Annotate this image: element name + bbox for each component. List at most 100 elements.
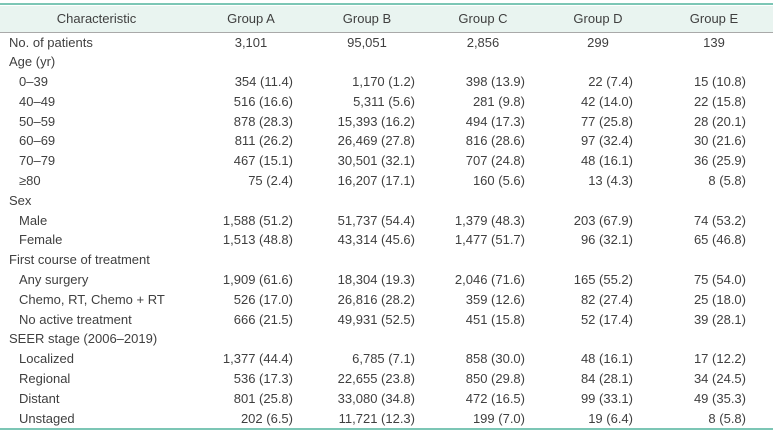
- cell-value-text: 22 (15.8): [693, 93, 746, 109]
- cell-value: [425, 190, 541, 210]
- cell-value: 1,588 (51.2): [193, 210, 309, 230]
- cell-value-text: 52 (17.4): [580, 311, 633, 327]
- cell-value: [193, 190, 309, 210]
- cell-value-text: 48 (16.1): [580, 153, 633, 169]
- cell-value: 299: [587, 34, 609, 50]
- cell-value-text: 526 (17.0): [233, 291, 293, 307]
- cell-value-text: 26,816 (28.2): [337, 291, 415, 307]
- cell-value: 28 (20.1): [655, 111, 773, 131]
- cell-value: 202 (6.5): [193, 408, 309, 428]
- cell-value: 51,737 (54.4): [309, 210, 425, 230]
- cell-value: 1,377 (44.4): [193, 349, 309, 369]
- cell-value: [541, 52, 655, 72]
- cell-value-text: 536 (17.3): [233, 370, 293, 386]
- cell-value: 30,501 (32.1): [309, 151, 425, 171]
- cell-value: [655, 52, 773, 72]
- cell-value: 3,101: [234, 34, 268, 50]
- cell-value: 165 (55.2): [541, 270, 655, 290]
- row-label: No active treatment: [19, 311, 132, 327]
- cell-value: 75 (2.4): [193, 171, 309, 191]
- cell-value: [541, 329, 655, 349]
- cell-value: [193, 329, 309, 349]
- cell-value-text: 30 (21.6): [693, 133, 746, 149]
- cell-value: 82 (27.4): [541, 289, 655, 309]
- cell-value-text: 51,737 (54.4): [337, 212, 415, 228]
- cell-value-text: 472 (16.5): [465, 390, 525, 406]
- cell-value-text: 39 (28.1): [693, 311, 746, 327]
- cell-value: 65 (46.8): [655, 230, 773, 250]
- column-header: Group A: [193, 6, 309, 33]
- cell-value-text: 84 (28.1): [580, 370, 633, 386]
- cell-value: [309, 250, 425, 270]
- cell-value: 472 (16.5): [425, 388, 541, 408]
- cell-value-text: 33,080 (34.8): [337, 390, 415, 406]
- table-row: 50–59 878 (28.3) 15,393 (16.2) 494 (17.3) 77…: [0, 111, 773, 131]
- cell-value-text: 49 (35.3): [693, 390, 746, 406]
- header-row: Characteristic Group A Group B Group C Group…: [0, 6, 773, 33]
- cell-value-text: 811 (26.2): [234, 133, 293, 149]
- cell-value-text: 1,170 (1.2): [352, 73, 415, 89]
- cell-value: 99 (33.1): [541, 388, 655, 408]
- cell-value: [425, 52, 541, 72]
- cell-value-text: 801 (25.8): [233, 390, 293, 406]
- cell-value: 850 (29.8): [425, 369, 541, 389]
- section-row: First course of treatment: [0, 250, 773, 270]
- cell-value: 96 (32.1): [541, 230, 655, 250]
- row-label: 60–69: [19, 133, 56, 149]
- section-row: Age (yr): [0, 52, 773, 72]
- cell-value-text: 202 (6.5): [240, 410, 293, 426]
- cell-value: 49 (35.3): [655, 388, 773, 408]
- cell-value: 43,314 (45.6): [309, 230, 425, 250]
- cell-value-text: 49,931 (52.5): [337, 311, 415, 327]
- table-row: 0–39 354 (11.4) 1,170 (1.2) 398 (13.9) 22 (7…: [0, 72, 773, 92]
- cell-value: [309, 329, 425, 349]
- cell-value: 25 (18.0): [655, 289, 773, 309]
- row-label: Chemo, RT, Chemo + RT: [19, 291, 165, 307]
- cell-value: 1,477 (51.7): [425, 230, 541, 250]
- cell-value: 281 (9.8): [425, 91, 541, 111]
- cell-value: 19 (6.4): [541, 408, 655, 428]
- cell-value-text: 516 (16.6): [233, 93, 293, 109]
- table-row: Chemo, RT, Chemo + RT 526 (17.0) 26,816 (2…: [0, 289, 773, 309]
- table-row: Localized 1,377 (44.4) 6,785 (7.1) 858 (30.…: [0, 349, 773, 369]
- cell-value-text: 75 (2.4): [248, 172, 293, 188]
- cell-value: [309, 190, 425, 210]
- cell-value: 36 (25.9): [655, 151, 773, 171]
- cell-value-text: 1,377 (44.4): [222, 351, 293, 367]
- cell-value-text: 22,655 (23.8): [337, 370, 415, 386]
- cell-value: 536 (17.3): [193, 369, 309, 389]
- cell-value-text: 34 (24.5): [693, 370, 746, 386]
- cell-value: 451 (15.8): [425, 309, 541, 329]
- cell-value: 84 (28.1): [541, 369, 655, 389]
- cell-value: [541, 250, 655, 270]
- row-label: 70–79: [19, 153, 56, 169]
- table-row: 70–79 467 (15.1) 30,501 (32.1) 707 (24.8) 48…: [0, 151, 773, 171]
- cell-value: 15,393 (16.2): [309, 111, 425, 131]
- cell-value: [655, 329, 773, 349]
- cell-value: 2,856: [466, 34, 500, 50]
- cell-value: [655, 250, 773, 270]
- cell-value: 13 (4.3): [541, 171, 655, 191]
- cell-value: [425, 329, 541, 349]
- cell-value-text: 160 (5.6): [472, 172, 525, 188]
- cell-value-text: 11,721 (12.3): [338, 410, 415, 426]
- cell-value-text: 26,469 (27.8): [337, 133, 415, 149]
- cell-value-text: 1,477 (51.7): [454, 232, 525, 248]
- row-label: No. of patients: [9, 34, 93, 50]
- cell-value-text: 48 (16.1): [580, 351, 633, 367]
- row-label: Regional: [19, 370, 71, 386]
- cell-value: 77 (25.8): [541, 111, 655, 131]
- patient-characteristics-table: Characteristic Group A Group B Group C Group…: [0, 6, 773, 428]
- cell-value-text: 99 (33.1): [580, 390, 633, 406]
- cell-value-text: 1,588 (51.2): [222, 212, 293, 228]
- row-label: SEER stage (2006–2019): [9, 331, 158, 347]
- table-row: Any surgery 1,909 (61.6) 18,304 (19.3) 2,04…: [0, 270, 773, 290]
- cell-value-text: 13 (4.3): [588, 172, 633, 188]
- table-row: 40–49 516 (16.6) 5,311 (5.6) 281 (9.8) 42 (1…: [0, 91, 773, 111]
- cell-value: 707 (24.8): [425, 151, 541, 171]
- cell-value: 74 (53.2): [655, 210, 773, 230]
- cell-value: 467 (15.1): [193, 151, 309, 171]
- cell-value-text: 1,909 (61.6): [222, 271, 293, 287]
- row-label: ≥80: [19, 172, 41, 188]
- cell-value-text: 359 (12.6): [465, 291, 525, 307]
